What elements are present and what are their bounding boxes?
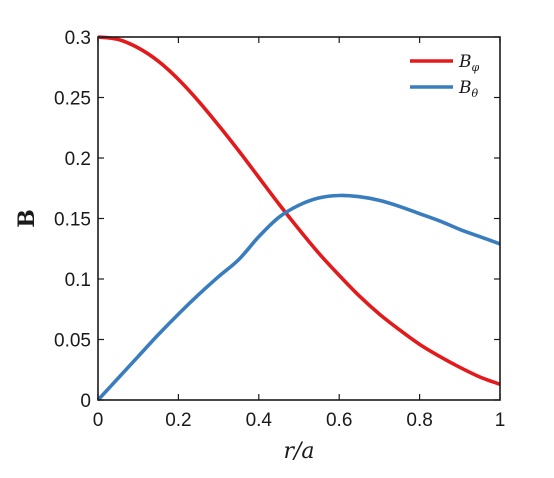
x-axis-title: r/a xyxy=(283,439,314,464)
y-axis-title: B xyxy=(14,209,40,228)
plot-frame xyxy=(97,36,501,401)
ticks-layer: 0 0.2 0.4 0.6 0.8 1 0 0.05 0.1 0.15 0.2 0.25 0.3 xyxy=(54,28,505,431)
y-tick-label: 0.05 xyxy=(54,331,91,352)
x-tick-label: 1 xyxy=(495,410,506,431)
legend: Bφ Bθ xyxy=(410,52,480,100)
legend-label-b-theta: Bθ xyxy=(458,78,479,100)
x-tick-label: 0.6 xyxy=(326,410,352,431)
x-tick-label: 0.8 xyxy=(406,410,432,431)
y-tick-label: 0.1 xyxy=(65,270,91,291)
x-tick-label: 0 xyxy=(93,410,104,431)
x-tick-label: 0.2 xyxy=(165,410,191,431)
series-layer xyxy=(96,35,501,402)
x-tick-label: 0.4 xyxy=(246,410,273,431)
y-tick-label: 0.15 xyxy=(54,210,91,231)
series-line-b-theta xyxy=(96,193,501,402)
y-tick-label: 0.25 xyxy=(54,89,91,110)
series-line-b-phi xyxy=(97,35,501,386)
y-tick-label: 0.3 xyxy=(65,28,91,49)
y-tick-label: 0.2 xyxy=(65,149,91,170)
legend-label-b-phi: Bφ xyxy=(458,52,480,74)
y-tick-label: 0 xyxy=(80,391,91,412)
